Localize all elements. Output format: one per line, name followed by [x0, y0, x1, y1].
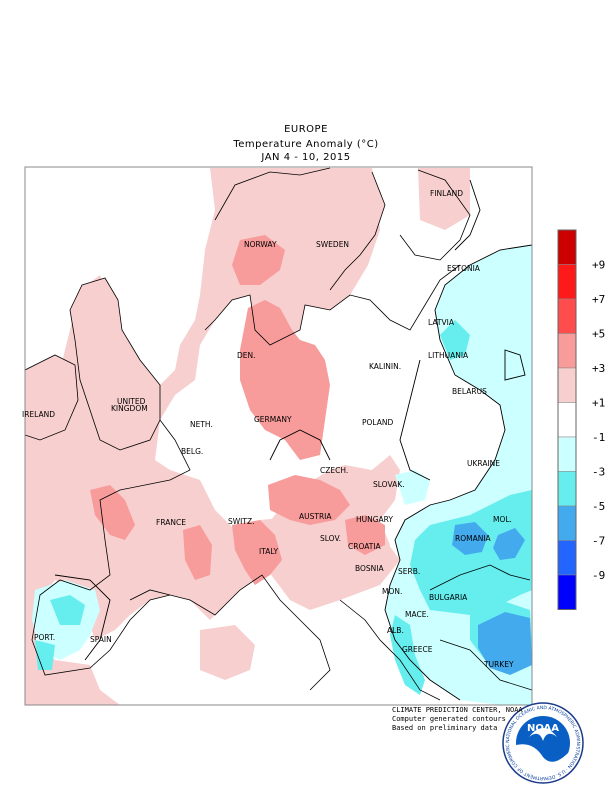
country-label: TURKEY: [483, 660, 514, 669]
contour-lines: [54, 179, 532, 701]
country-label: ROMANIA: [455, 534, 492, 543]
country-label: MACE.: [405, 610, 429, 619]
map-frame: [24, 166, 533, 706]
country-label: SLOVAK.: [373, 480, 405, 489]
legend-label: -5: [592, 500, 605, 513]
country-labels: FINLAND NORWAY SWEDEN ESTONIA LATVIA LITHUANI…: [22, 189, 514, 669]
country-label: SWITZ.: [228, 517, 255, 526]
country-label: GREECE: [402, 645, 433, 654]
legend-swatch: [557, 298, 577, 334]
legend-outline: [557, 229, 577, 610]
country-label: GERMANY: [254, 415, 292, 424]
legend-label: +9: [592, 259, 605, 272]
country-label: PORT.: [34, 633, 55, 642]
legend-swatch: [557, 229, 577, 265]
country-label: SWEDEN: [316, 240, 349, 249]
country-label: IRELAND: [22, 410, 55, 419]
country-label: CROATIA: [348, 542, 382, 551]
country-label: LITHUANIA: [428, 351, 469, 360]
country-label: KINGDOM: [111, 404, 148, 413]
country-label: ESTONIA: [447, 264, 481, 273]
country-label: HUNGARY: [356, 515, 393, 524]
country-label: BULGARIA: [429, 593, 468, 602]
country-label: BOSNIA: [355, 564, 384, 573]
legend-swatch: [557, 333, 577, 369]
country-label: SERB.: [398, 567, 420, 576]
country-label: LATVIA: [428, 318, 455, 327]
country-label: FINLAND: [430, 189, 463, 198]
country-label: ITALY: [259, 547, 279, 556]
anomaly-field-plus1: [25, 168, 400, 705]
legend-label: +5: [592, 328, 605, 341]
legend-swatch: [557, 540, 577, 576]
country-label: NETH.: [190, 420, 213, 429]
legend-label: +7: [592, 293, 605, 306]
country-label: KALININ.: [369, 362, 401, 371]
country-label: POLAND: [362, 418, 394, 427]
map-period-title: JAN 4 - 10, 2015: [261, 152, 351, 163]
legend-swatch: [557, 471, 577, 507]
anomaly-field-minus5: [452, 522, 488, 555]
country-label: MOL.: [493, 515, 512, 524]
gull-icon: [529, 728, 557, 741]
legend-label: +3: [592, 362, 605, 375]
legend-label: +1: [592, 397, 605, 410]
country-label: NORWAY: [244, 240, 277, 249]
country-label: AUSTRIA: [299, 512, 332, 521]
country-label: SPAIN: [90, 635, 112, 644]
map-region-title: EUROPE: [284, 124, 328, 135]
legend-swatch: [557, 574, 577, 610]
legend-swatch: [557, 436, 577, 472]
legend: +9 +7 +5 +3 +1 -1 -3 -5 -7 -9: [557, 229, 605, 610]
legend-label: -9: [592, 569, 605, 582]
country-label: UKRAINE: [467, 459, 500, 468]
country-label: CZECH.: [320, 466, 348, 475]
country-label: FRANCE: [156, 518, 186, 527]
legend-swatch: [557, 505, 577, 541]
legend-label: -1: [592, 431, 605, 444]
legend-label: -3: [592, 466, 605, 479]
legend-swatch: [557, 402, 577, 438]
credit-line-2: Computer generated contours: [392, 715, 506, 723]
legend-swatch: [557, 367, 577, 403]
map-quantity-title: Temperature Anomaly (°C): [233, 139, 379, 150]
country-label: UNITED: [117, 397, 146, 406]
country-label: DEN.: [237, 351, 256, 360]
credit-line-1: CLIMATE PREDICTION CENTER, NOAA: [392, 706, 523, 714]
country-label: BELARUS: [452, 387, 487, 396]
anomaly-fields: [25, 167, 532, 705]
country-label: BELG.: [181, 447, 203, 456]
legend-label: -7: [592, 535, 605, 548]
coastlines: [25, 167, 532, 701]
credit-line-3: Based on preliminary data: [392, 724, 498, 732]
country-label: SLOV.: [320, 534, 341, 543]
noaa-logo-text: NOAA: [527, 723, 559, 734]
anomaly-field-plus3: [240, 300, 330, 460]
noaa-logo: NOAA NATIONAL OCEANIC AND ATMOSPHERIC AD…: [502, 702, 584, 784]
country-label: ALB.: [387, 626, 404, 635]
legend-swatch: [557, 264, 577, 300]
country-label: MON.: [382, 587, 402, 596]
